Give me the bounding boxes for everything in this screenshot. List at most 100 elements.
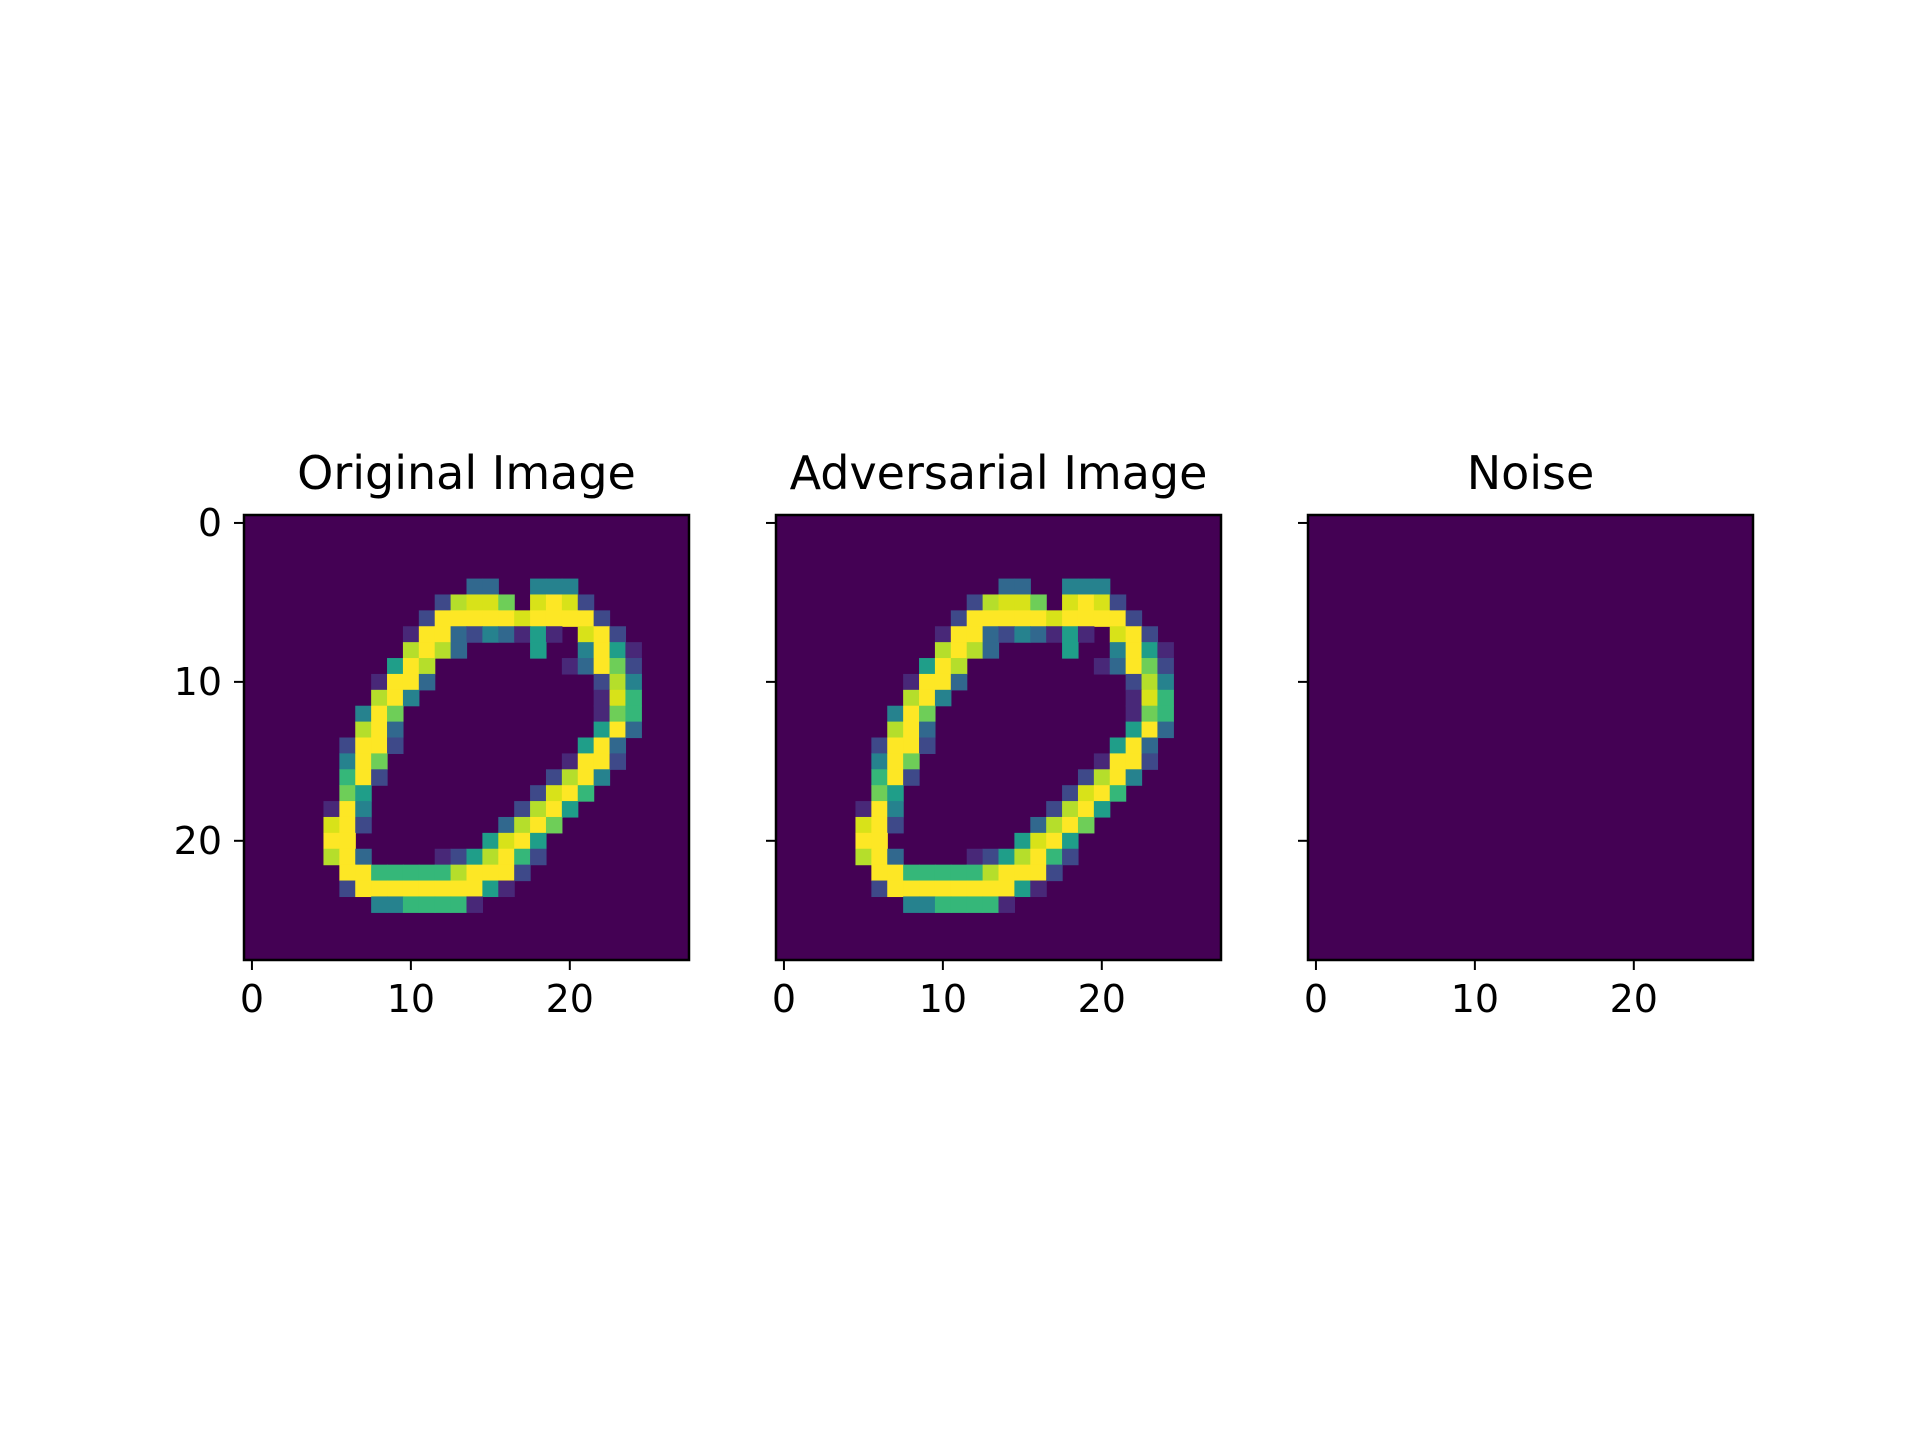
pixel: [625, 658, 642, 675]
pixel: [1062, 785, 1079, 802]
pixel: [387, 689, 404, 707]
pixel: [855, 848, 872, 866]
pixel: [561, 785, 579, 802]
pixel: [593, 753, 611, 770]
pixel: [545, 769, 563, 786]
pixel: [1141, 689, 1159, 707]
x-tick-label: 20: [1610, 977, 1658, 1021]
pixel: [1093, 578, 1111, 596]
pixel: [466, 578, 483, 596]
pixel: [1046, 626, 1063, 643]
pixel: [871, 848, 888, 866]
pixel: [966, 642, 984, 659]
pixel: [609, 705, 627, 723]
pixel: [903, 753, 920, 770]
pixel: [998, 594, 1015, 611]
pixel: [482, 880, 499, 898]
pixel: [577, 626, 595, 643]
pixel: [1014, 864, 1031, 882]
pixel: [1077, 578, 1095, 596]
pixel: [1093, 658, 1111, 675]
pixel: [1093, 801, 1111, 818]
pixel: [1062, 642, 1079, 659]
pixel: [871, 864, 888, 882]
pixel: [434, 880, 452, 898]
pixel: [966, 626, 984, 643]
pixel: [466, 626, 483, 643]
pixel: [1062, 594, 1079, 611]
pixel: [887, 721, 904, 739]
noise-panel: Noise 0 10 20: [1298, 446, 1755, 1021]
pixel: [982, 594, 1000, 611]
pixel: [482, 610, 499, 627]
pixel: [434, 896, 452, 913]
pixel: [593, 721, 611, 739]
pixel: [1062, 848, 1079, 866]
pixel: [1062, 610, 1079, 627]
pixel: [1014, 848, 1031, 866]
pixel: [545, 594, 563, 611]
pixel: [871, 753, 888, 770]
pixel: [387, 880, 404, 898]
pixel: [982, 642, 1000, 659]
pixel: [545, 626, 563, 643]
pixel: [609, 642, 627, 659]
pixel: [934, 689, 952, 707]
pixel: [1014, 610, 1031, 627]
pixel: [1030, 864, 1047, 882]
pixel: [530, 610, 547, 627]
pixel: [355, 785, 372, 802]
x-tick-label: 0: [240, 977, 264, 1021]
pixel: [450, 594, 468, 611]
pixel: [482, 594, 499, 611]
pixel: [1062, 626, 1079, 643]
pixel: [919, 737, 936, 754]
pixel: [482, 626, 499, 643]
pixel: [1077, 801, 1095, 818]
pixel: [339, 816, 356, 834]
pixel: [387, 896, 404, 913]
pixel: [934, 864, 952, 882]
pixel: [1109, 785, 1127, 802]
pixel: [593, 737, 611, 754]
pixel: [950, 673, 968, 691]
pixel: [418, 610, 436, 627]
pixel: [887, 785, 904, 802]
pixel: [919, 864, 936, 882]
pixel: [355, 880, 372, 898]
pixel: [593, 642, 611, 659]
pixel: [498, 610, 515, 627]
pixel: [530, 785, 547, 802]
pixel: [514, 848, 531, 866]
pixel: [561, 594, 579, 611]
pixel: [998, 896, 1015, 913]
pixel: [1093, 785, 1111, 802]
pixel: [1109, 610, 1127, 627]
pixel: [482, 848, 499, 866]
pixel: [903, 896, 920, 913]
pixel: [887, 705, 904, 723]
pixel: [919, 705, 936, 723]
pixel: [1014, 832, 1031, 850]
x-tick-label: 0: [1304, 977, 1328, 1021]
axes-frame: [242, 513, 691, 962]
pixel: [934, 896, 952, 913]
pixel: [498, 626, 515, 643]
pixel: [1046, 832, 1063, 850]
pixel: [1030, 610, 1047, 627]
pixel: [498, 594, 515, 611]
pixel: [371, 769, 388, 786]
x-tick-label: 10: [1451, 977, 1499, 1021]
pixel: [919, 673, 936, 691]
pixel: [1157, 721, 1174, 739]
pixel: [418, 864, 436, 882]
pixel: [966, 880, 984, 898]
pixel: [625, 642, 642, 659]
pixel: [1030, 880, 1047, 898]
pixel: [1141, 753, 1159, 770]
pixel: [1030, 626, 1047, 643]
pixel: [402, 896, 420, 913]
pixel: [982, 896, 1000, 913]
pixel: [1109, 658, 1127, 675]
pixel: [593, 769, 611, 786]
